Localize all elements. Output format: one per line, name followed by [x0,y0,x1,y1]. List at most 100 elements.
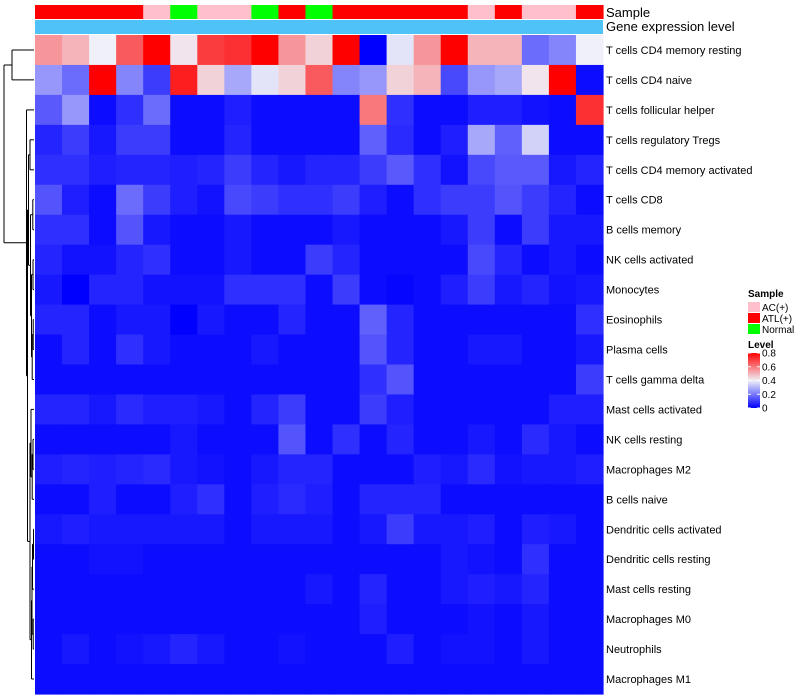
heatmap-cell [332,214,361,246]
heatmap-cell [359,35,388,66]
heatmap-cell [359,244,388,276]
heatmap-cell [224,124,252,156]
heatmap-cell [305,64,334,96]
heatmap-cell [143,514,171,545]
row-label: T cells regulatory Tregs [606,135,721,147]
heatmap-cell [35,424,63,455]
heatmap-cell [332,184,361,216]
heatmap-cell [413,394,442,425]
heatmap-cell [197,454,225,485]
heatmap-cell [359,64,388,96]
heatmap-cell [440,574,469,605]
heatmap-cell [224,514,252,545]
heatmap-cell [251,364,280,396]
heatmap-cell [494,124,523,156]
heatmap-cell [224,35,252,66]
heatmap-cell [62,664,90,695]
heatmap-cell [224,304,252,336]
legend-tick-label: 0.6 [762,362,776,373]
heatmap-cell [62,394,90,425]
heatmap-cell [386,364,415,396]
heatmap-cell [89,484,117,515]
heatmap-cell [494,334,523,366]
sample-annotation-cell [440,5,469,19]
row-label: Macrophages M0 [606,614,691,626]
heatmap-cell [467,454,496,485]
heatmap-cell [251,334,280,366]
sample-annotation-cell [89,5,117,19]
heatmap-cell [359,94,388,126]
heatmap-cell [224,664,252,695]
heatmap-cell [62,184,90,216]
heatmap-cell [35,574,63,605]
heatmap-cell [467,35,496,66]
heatmap-cell [89,35,117,66]
heatmap-cell [278,394,307,425]
heatmap-cell [116,604,144,635]
heatmap-cell [413,334,442,366]
expression-annotation-bar [35,20,603,34]
heatmap-cell [62,364,90,396]
heatmap-cell [170,634,198,665]
heatmap-cell [467,664,496,695]
heatmap-cell [35,664,63,695]
heatmap-cell [332,124,361,156]
heatmap-cell [548,544,577,575]
heatmap-cell [143,664,171,695]
heatmap-cell [278,454,307,485]
heatmap-cell [251,214,280,246]
heatmap-cell [89,304,117,336]
heatmap-cell [278,514,307,545]
heatmap-cell [359,394,388,425]
heatmap-cell [305,484,334,515]
heatmap-cell [575,484,604,515]
heatmap-cell [251,454,280,485]
heatmap-cell [251,64,280,96]
heatmap-cell [62,484,90,515]
heatmap-cell [413,35,442,66]
heatmap-cell [575,394,604,425]
heatmap-cell [116,64,144,96]
heatmap-cell [494,274,523,306]
heatmap-cell [305,334,334,366]
heatmap-cell [251,424,280,455]
heatmap-cell [35,364,63,396]
heatmap-cell [278,184,307,216]
row-label: Neutrophils [606,644,662,656]
legend-swatch [748,313,760,323]
heatmap-cell [89,94,117,126]
heatmap-cell [35,544,63,575]
heatmap-cell [35,94,63,126]
heatmap-cell [170,94,198,126]
heatmap-cell [413,484,442,515]
heatmap-cell [116,634,144,665]
heatmap-cell [440,124,469,156]
heatmap-cell [386,64,415,96]
heatmap-cell [548,274,577,306]
heatmap-cell [116,94,144,126]
heatmap-cell [386,484,415,515]
heatmap-cell [116,514,144,545]
heatmap-cell [332,454,361,485]
heatmap-cell [224,424,252,455]
heatmap-cell [170,35,198,66]
heatmap-cell [413,154,442,186]
heatmap-cell [251,94,280,126]
heatmap-cell [143,574,171,605]
heatmap-cell [575,184,604,216]
heatmap-cell [575,244,604,276]
heatmap-cell [332,35,361,66]
heatmap-cell [143,484,171,515]
heatmap-cell [143,364,171,396]
heatmap-cell [89,274,117,306]
heatmap-cell [224,574,252,605]
heatmap-cell [440,244,469,276]
legend-entry-label: ATL(+) [762,314,792,325]
heatmap-cell [548,184,577,216]
heatmap-cell [494,514,523,545]
heatmap-cell [386,244,415,276]
heatmap-cell [278,94,307,126]
heatmap-cell [359,514,388,545]
heatmap-cell [224,544,252,575]
heatmap-cell [332,334,361,366]
